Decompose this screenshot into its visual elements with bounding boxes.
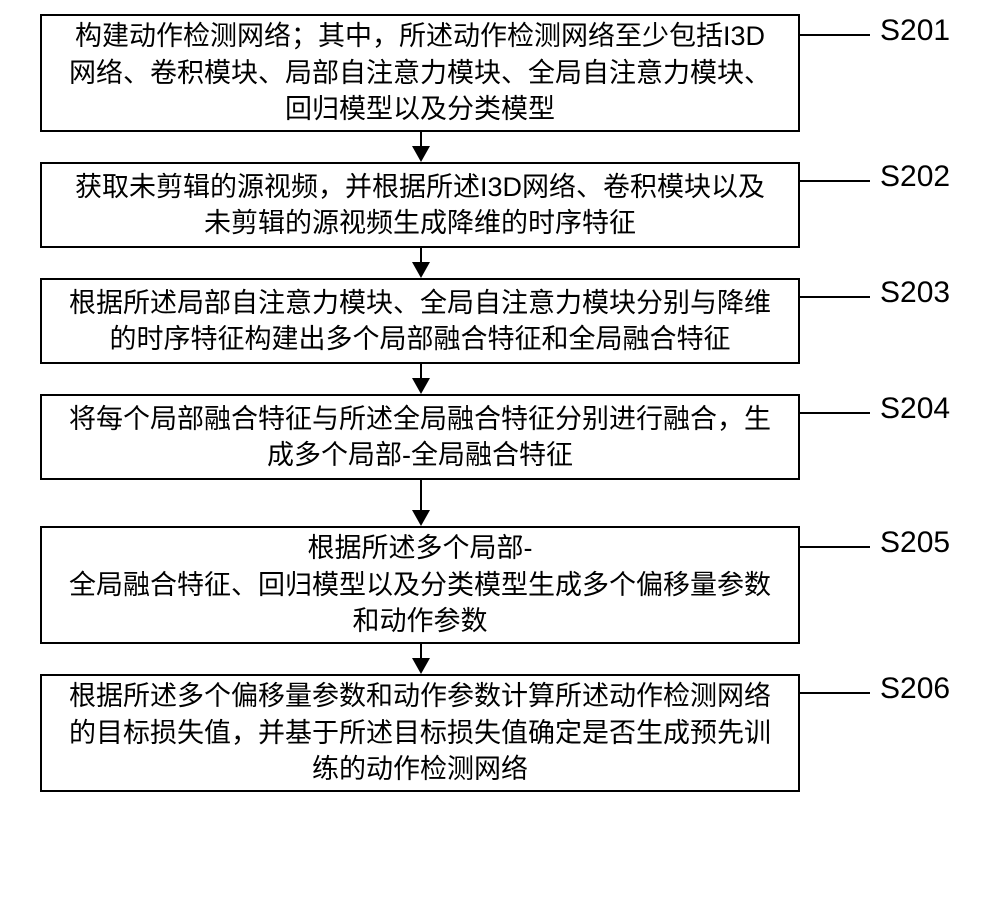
arrow-down: [420, 480, 422, 526]
step-text-line: 的时序特征构建出多个局部融合特征和全局融合特征: [52, 321, 788, 357]
step-text-line: 练的动作检测网络: [52, 751, 788, 787]
step-text-line: 将每个局部融合特征与所述全局融合特征分别进行融合，生: [52, 401, 788, 437]
step-text-line: 网络、卷积模块、局部自注意力模块、全局自注意力模块、: [52, 55, 788, 91]
arrow-down: [420, 132, 422, 162]
label-leader-line: [800, 34, 870, 36]
step-box-S203: 根据所述局部自注意力模块、全局自注意力模块分别与降维的时序特征构建出多个局部融合…: [40, 278, 800, 364]
step-label-S201: S201: [880, 14, 950, 48]
step-box-S201: 构建动作检测网络；其中，所述动作检测网络至少包括I3D网络、卷积模块、局部自注意…: [40, 14, 800, 132]
label-leader-line: [800, 546, 870, 548]
label-leader-line: [800, 412, 870, 414]
step-label-S204: S204: [880, 392, 950, 426]
step-text-line: 根据所述多个局部-: [52, 530, 788, 566]
step-label-S205: S205: [880, 526, 950, 560]
step-text-line: 成多个局部-全局融合特征: [52, 437, 788, 473]
step-box-S204: 将每个局部融合特征与所述全局融合特征分别进行融合，生成多个局部-全局融合特征: [40, 394, 800, 480]
step-text-line: 和动作参数: [52, 603, 788, 639]
step-box-S205: 根据所述多个局部-全局融合特征、回归模型以及分类模型生成多个偏移量参数和动作参数: [40, 526, 800, 644]
step-label-S206: S206: [880, 672, 950, 706]
arrow-down: [420, 364, 422, 394]
step-text-line: 回归模型以及分类模型: [52, 91, 788, 127]
arrow-down: [420, 248, 422, 278]
step-text-line: 根据所述多个偏移量参数和动作参数计算所述动作检测网络: [52, 678, 788, 714]
step-label-S202: S202: [880, 160, 950, 194]
step-label-S203: S203: [880, 276, 950, 310]
arrow-down: [420, 644, 422, 674]
step-text-line: 构建动作检测网络；其中，所述动作检测网络至少包括I3D: [52, 18, 788, 54]
step-box-S206: 根据所述多个偏移量参数和动作参数计算所述动作检测网络的目标损失值，并基于所述目标…: [40, 674, 800, 792]
step-text-line: 全局融合特征、回归模型以及分类模型生成多个偏移量参数: [52, 567, 788, 603]
step-text-line: 根据所述局部自注意力模块、全局自注意力模块分别与降维: [52, 285, 788, 321]
label-leader-line: [800, 692, 870, 694]
step-text-line: 未剪辑的源视频生成降维的时序特征: [52, 205, 788, 241]
step-text-line: 获取未剪辑的源视频，并根据所述I3D网络、卷积模块以及: [52, 169, 788, 205]
step-text-line: 的目标损失值，并基于所述目标损失值确定是否生成预先训: [52, 715, 788, 751]
label-leader-line: [800, 180, 870, 182]
step-box-S202: 获取未剪辑的源视频，并根据所述I3D网络、卷积模块以及未剪辑的源视频生成降维的时…: [40, 162, 800, 248]
label-leader-line: [800, 296, 870, 298]
